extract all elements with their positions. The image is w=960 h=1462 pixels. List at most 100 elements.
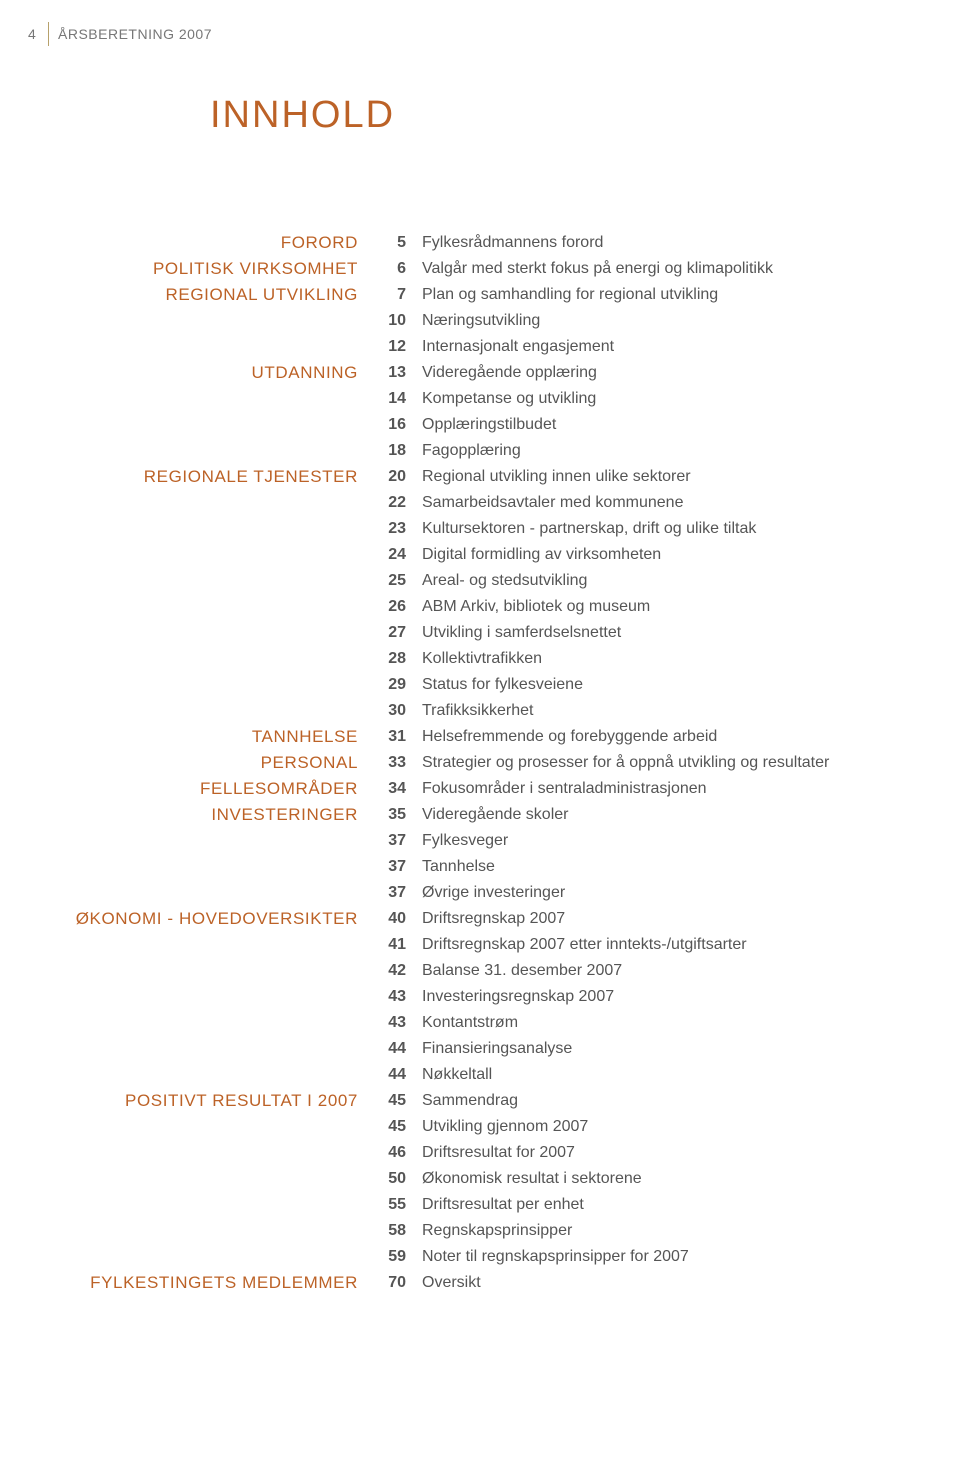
toc-entry-label: Driftsresultat for 2007 <box>416 1140 960 1166</box>
toc-entry-label: Helsefremmende og forebyggende arbeid <box>416 724 960 750</box>
toc-section-heading: FELLESOMRÅDER <box>0 776 380 802</box>
toc-entry-label: Videregående skoler <box>416 802 960 828</box>
toc-section-heading <box>0 568 380 594</box>
toc-section-heading: ØKONOMI - HOVEDOVERSIKTER <box>0 906 380 932</box>
toc-entry-label: Øvrige investeringer <box>416 880 960 906</box>
toc-entry-label: Regional utvikling innen ulike sektorer <box>416 464 960 490</box>
toc-page-number: 55 <box>380 1192 416 1218</box>
toc-row: 14Kompetanse og utvikling <box>0 386 960 412</box>
toc-row: PERSONAL33Strategier og prosesser for å … <box>0 750 960 776</box>
toc-section-heading <box>0 308 380 334</box>
toc-entry-label: ABM Arkiv, bibliotek og museum <box>416 594 960 620</box>
toc-entry-label: Areal- og stedsutvikling <box>416 568 960 594</box>
toc-page-number: 6 <box>380 256 416 282</box>
toc-row: 37Fylkesveger <box>0 828 960 854</box>
toc-section-heading <box>0 958 380 984</box>
toc-section-heading <box>0 438 380 464</box>
toc-row: 23Kultursektoren - partnerskap, drift og… <box>0 516 960 542</box>
toc-row: 50Økonomisk resultat i sektorene <box>0 1166 960 1192</box>
toc-row: 44Nøkkeltall <box>0 1062 960 1088</box>
toc-row: 18Fagopplæring <box>0 438 960 464</box>
toc-section-heading <box>0 1244 380 1270</box>
toc-row: 27Utvikling i samferdselsnettet <box>0 620 960 646</box>
toc-entry-label: Fylkesrådmannens forord <box>416 230 960 256</box>
toc-entry-label: Utvikling i samferdselsnettet <box>416 620 960 646</box>
toc-section-heading: UTDANNING <box>0 360 380 386</box>
toc-entry-label: Samarbeidsavtaler med kommunene <box>416 490 960 516</box>
toc-row: 25Areal- og stedsutvikling <box>0 568 960 594</box>
toc-page-number: 12 <box>380 334 416 360</box>
toc-entry-label: Status for fylkesveiene <box>416 672 960 698</box>
toc-section-heading <box>0 516 380 542</box>
toc-page-number: 7 <box>380 282 416 308</box>
toc-section-heading <box>0 334 380 360</box>
toc-entry-label: Sammendrag <box>416 1088 960 1114</box>
toc-page-number: 29 <box>380 672 416 698</box>
toc-page-number: 40 <box>380 906 416 932</box>
toc-entry-label: Noter til regnskapsprinsipper for 2007 <box>416 1244 960 1270</box>
toc-entry-label: Balanse 31. desember 2007 <box>416 958 960 984</box>
toc-page-number: 37 <box>380 880 416 906</box>
toc-row: 43Investeringsregnskap 2007 <box>0 984 960 1010</box>
toc-row: INVESTERINGER35Videregående skoler <box>0 802 960 828</box>
toc-section-heading <box>0 1036 380 1062</box>
toc-entry-label: Fylkesveger <box>416 828 960 854</box>
toc-page-number: 46 <box>380 1140 416 1166</box>
toc-section-heading <box>0 1062 380 1088</box>
toc-section-heading <box>0 490 380 516</box>
toc-entry-label: Opplæringstilbudet <box>416 412 960 438</box>
toc-row: 43Kontantstrøm <box>0 1010 960 1036</box>
toc-section-heading <box>0 672 380 698</box>
toc-page-number: 45 <box>380 1088 416 1114</box>
toc-page-number: 28 <box>380 646 416 672</box>
toc-page-number: 50 <box>380 1166 416 1192</box>
toc-page-number: 37 <box>380 854 416 880</box>
toc-page-number: 44 <box>380 1036 416 1062</box>
toc-section-heading: POSITIVT RESULTAT I 2007 <box>0 1088 380 1114</box>
toc-row: 28Kollektivtrafikken <box>0 646 960 672</box>
header-divider <box>48 22 49 46</box>
toc-entry-label: Næringsutvikling <box>416 308 960 334</box>
toc-page-number: 27 <box>380 620 416 646</box>
toc-row: 37Øvrige investeringer <box>0 880 960 906</box>
toc-section-heading <box>0 646 380 672</box>
toc-page-number: 14 <box>380 386 416 412</box>
toc-page-number: 42 <box>380 958 416 984</box>
toc-entry-label: Valgår med sterkt fokus på energi og kli… <box>416 256 960 282</box>
toc-section-heading: INVESTERINGER <box>0 802 380 828</box>
toc-row: REGIONAL UTVIKLING7Plan og samhandling f… <box>0 282 960 308</box>
toc-section-heading: FORORD <box>0 230 380 256</box>
toc-section-heading: PERSONAL <box>0 750 380 776</box>
toc-page-number: 59 <box>380 1244 416 1270</box>
page-number: 4 <box>28 26 36 42</box>
toc-page-number: 33 <box>380 750 416 776</box>
toc-page-number: 25 <box>380 568 416 594</box>
toc-row: POSITIVT RESULTAT I 200745Sammendrag <box>0 1088 960 1114</box>
toc-row: 45Utvikling gjennom 2007 <box>0 1114 960 1140</box>
toc-row: UTDANNING13Videregående opplæring <box>0 360 960 386</box>
toc-entry-label: Driftsregnskap 2007 etter inntekts-/utgi… <box>416 932 960 958</box>
toc-section-heading: TANNHELSE <box>0 724 380 750</box>
toc-row: 22Samarbeidsavtaler med kommunene <box>0 490 960 516</box>
toc-entry-label: Tannhelse <box>416 854 960 880</box>
toc-section-heading <box>0 880 380 906</box>
toc-entry-label: Økonomisk resultat i sektorene <box>416 1166 960 1192</box>
toc-page-number: 13 <box>380 360 416 386</box>
toc-row: FELLESOMRÅDER34Fokusområder i sentraladm… <box>0 776 960 802</box>
toc-row: FORORD5Fylkesrådmannens forord <box>0 230 960 256</box>
toc-section-heading <box>0 1010 380 1036</box>
toc-page-number: 34 <box>380 776 416 802</box>
toc-row: 30Trafikksikkerhet <box>0 698 960 724</box>
toc-page-number: 30 <box>380 698 416 724</box>
toc-section-heading <box>0 1218 380 1244</box>
toc-row: TANNHELSE31Helsefremmende og forebyggend… <box>0 724 960 750</box>
toc-row: 44Finansieringsanalyse <box>0 1036 960 1062</box>
page-title: INNHOLD <box>210 94 395 137</box>
toc-row: 10Næringsutvikling <box>0 308 960 334</box>
toc-section-heading <box>0 854 380 880</box>
toc-page-number: 45 <box>380 1114 416 1140</box>
toc-section-heading <box>0 698 380 724</box>
toc-section-heading <box>0 1166 380 1192</box>
toc-entry-label: Driftsregnskap 2007 <box>416 906 960 932</box>
toc-section-heading <box>0 1140 380 1166</box>
